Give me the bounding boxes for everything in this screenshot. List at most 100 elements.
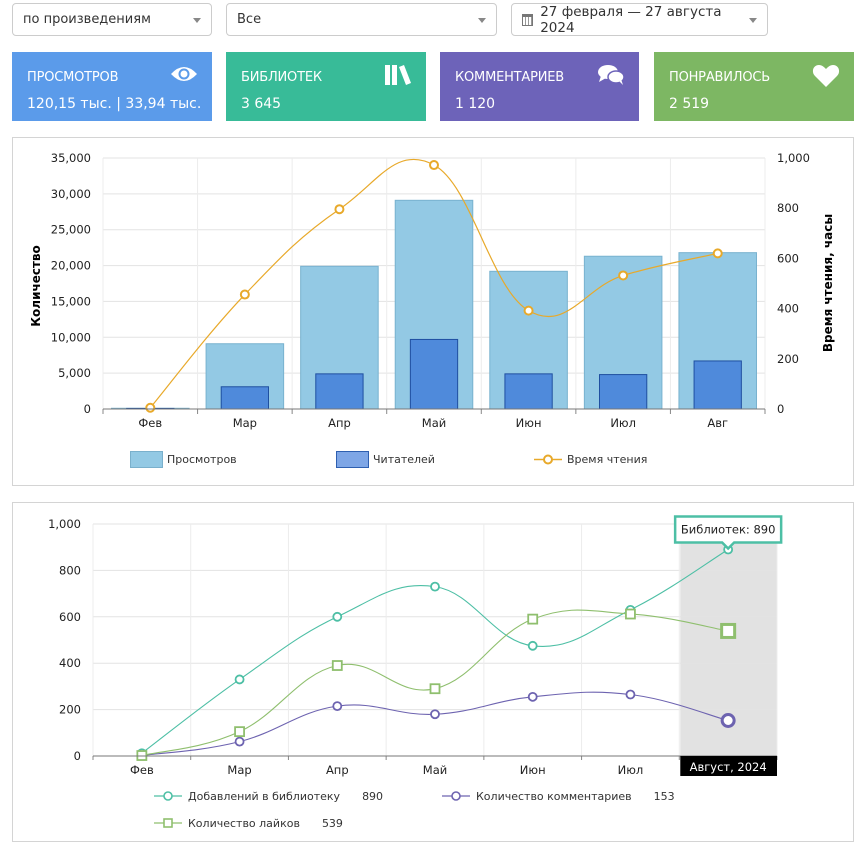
y-right-tick-label: 200 (777, 352, 799, 366)
x-tick-label: Фев (130, 763, 154, 777)
views-chart-panel: 0 5,000 10,000 15,000 20,000 25,000 30,000 35,0… (12, 137, 854, 486)
card-value: 2 519 (669, 96, 710, 112)
y-right-tick-label: 600 (777, 251, 799, 265)
x-tick-label: Авг (707, 416, 728, 430)
y-right-tick-label: 400 (777, 302, 799, 316)
bar-readers (220, 386, 269, 410)
y-tick-label: 1,000 (48, 517, 81, 531)
legend-marker-likes (154, 818, 182, 828)
y-tick-label: 0 (84, 402, 91, 416)
card-label: БИБЛИОТЕК (241, 70, 322, 85)
legend-swatch-readers (336, 451, 369, 468)
legend-item-library-adds[interactable]: Добавлений в библиотеку 890 (153, 789, 383, 803)
series-point (331, 660, 343, 671)
y-tick-label: 800 (59, 563, 81, 577)
y-tick-label: 400 (59, 656, 81, 670)
y-tick-label: 25,000 (51, 223, 91, 237)
series-line (141, 691, 729, 757)
series-point (527, 613, 539, 625)
group-by-select[interactable]: по произведениям (12, 3, 212, 36)
series-point (429, 683, 441, 695)
legend-marker-library-adds (154, 791, 182, 801)
legend-item-comments[interactable]: Количество комментариев 153 (441, 789, 675, 803)
y-tick-label: 10,000 (51, 330, 91, 344)
legend-item-views[interactable]: Просмотров (130, 451, 237, 468)
reading-time-point (145, 402, 156, 413)
scope-select[interactable]: Все (226, 3, 497, 36)
tooltip: Библиотек: 890 (673, 515, 783, 551)
tooltip-text: Библиотек: 890 (681, 523, 776, 537)
bar-readers (693, 360, 742, 410)
x-tick-label: Апр (326, 763, 349, 777)
calendar-icon (522, 13, 534, 26)
group-by-value: по произведениям (23, 12, 151, 27)
reading-time-point (239, 289, 250, 300)
x-tick-label-highlight (680, 756, 777, 776)
y-tick-label: 30,000 (51, 187, 91, 201)
reading-time-point (712, 248, 723, 259)
card-label: ПРОСМОТРОВ (27, 70, 119, 85)
reading-time-point (618, 270, 629, 281)
legend-label: Просмотров (167, 453, 237, 466)
x-tick-label: Мар (227, 763, 251, 777)
date-range-value: 27 февраля — 27 августа 2024 (540, 3, 722, 36)
x-tick-label: Фев (138, 416, 162, 430)
y-tick-label: 0 (74, 749, 81, 763)
reading-time-point (429, 160, 439, 171)
series-point (625, 689, 636, 700)
y-right-tick-label: 1,000 (777, 151, 810, 165)
series-point (527, 640, 538, 651)
legend-item-readers[interactable]: Читателей (336, 451, 435, 468)
x-tick-label: Июл (610, 416, 636, 430)
y-tick-label: 5,000 (58, 366, 91, 380)
heart-icon (812, 65, 840, 87)
legend-swatch-views (130, 451, 163, 468)
series-point (430, 581, 440, 592)
y-right-tick-label: 800 (777, 201, 799, 215)
series-point (527, 691, 538, 702)
chevron-down-icon (478, 18, 486, 23)
chevron-down-icon (749, 18, 757, 23)
legend-marker-comments (442, 791, 470, 801)
books-icon (385, 65, 411, 85)
tooltip-box (673, 515, 783, 551)
date-range-picker[interactable]: 27 февраля — 27 августа 2024 (511, 3, 768, 36)
views-card: ПРОСМОТРОВ 120,15 тыс. | 33,94 тыс. (12, 52, 212, 121)
x-tick-label: Июл (618, 763, 644, 777)
series-point (720, 713, 736, 729)
bar-readers (599, 374, 648, 410)
card-value: 1 120 (455, 96, 496, 112)
legend-label: Читателей (373, 453, 435, 466)
libraries-card: БИБЛИОТЕК 3 645 (226, 52, 426, 121)
x-tick-label: Май (423, 763, 447, 777)
scope-value: Все (237, 12, 262, 27)
bar-readers (409, 338, 459, 410)
series-point (625, 608, 636, 620)
y-tick-label: 20,000 (51, 259, 91, 273)
card-value: 120,15 тыс. | 33,94 тыс. (27, 96, 202, 112)
series-point (332, 701, 343, 712)
card-value: 3 645 (241, 96, 282, 112)
series-point (234, 736, 245, 747)
series-point (332, 611, 343, 622)
bar-readers (315, 373, 364, 410)
legend-item-likes[interactable]: Количество лайков 539 (153, 816, 343, 830)
x-tick-label: Май (422, 416, 446, 430)
series-point (430, 709, 440, 720)
x-tick-label: Июн (520, 763, 546, 777)
y-tick-label: 35,000 (51, 151, 91, 165)
y-axis-label-left: Количество (29, 245, 43, 327)
legend-label: Время чтения (567, 453, 648, 466)
legend-value: 539 (321, 816, 343, 830)
series-point (234, 726, 245, 738)
legend-item-reading-time[interactable]: Время чтения (533, 451, 647, 468)
views-chart: 0 5,000 10,000 15,000 20,000 25,000 30,000 35,0… (29, 151, 835, 430)
likes-card: ПОНРАВИЛОСЬ 2 519 (654, 52, 854, 121)
y-tick-label: 600 (59, 610, 81, 624)
comments-card: КОММЕНТАРИЕВ 1 120 (440, 52, 639, 121)
y-right-tick-label: 0 (777, 402, 784, 416)
reading-time-point (334, 204, 345, 215)
x-tick-label: Июн (516, 416, 542, 430)
card-label: ПОНРАВИЛОСЬ (669, 70, 770, 85)
series-line (141, 609, 729, 757)
